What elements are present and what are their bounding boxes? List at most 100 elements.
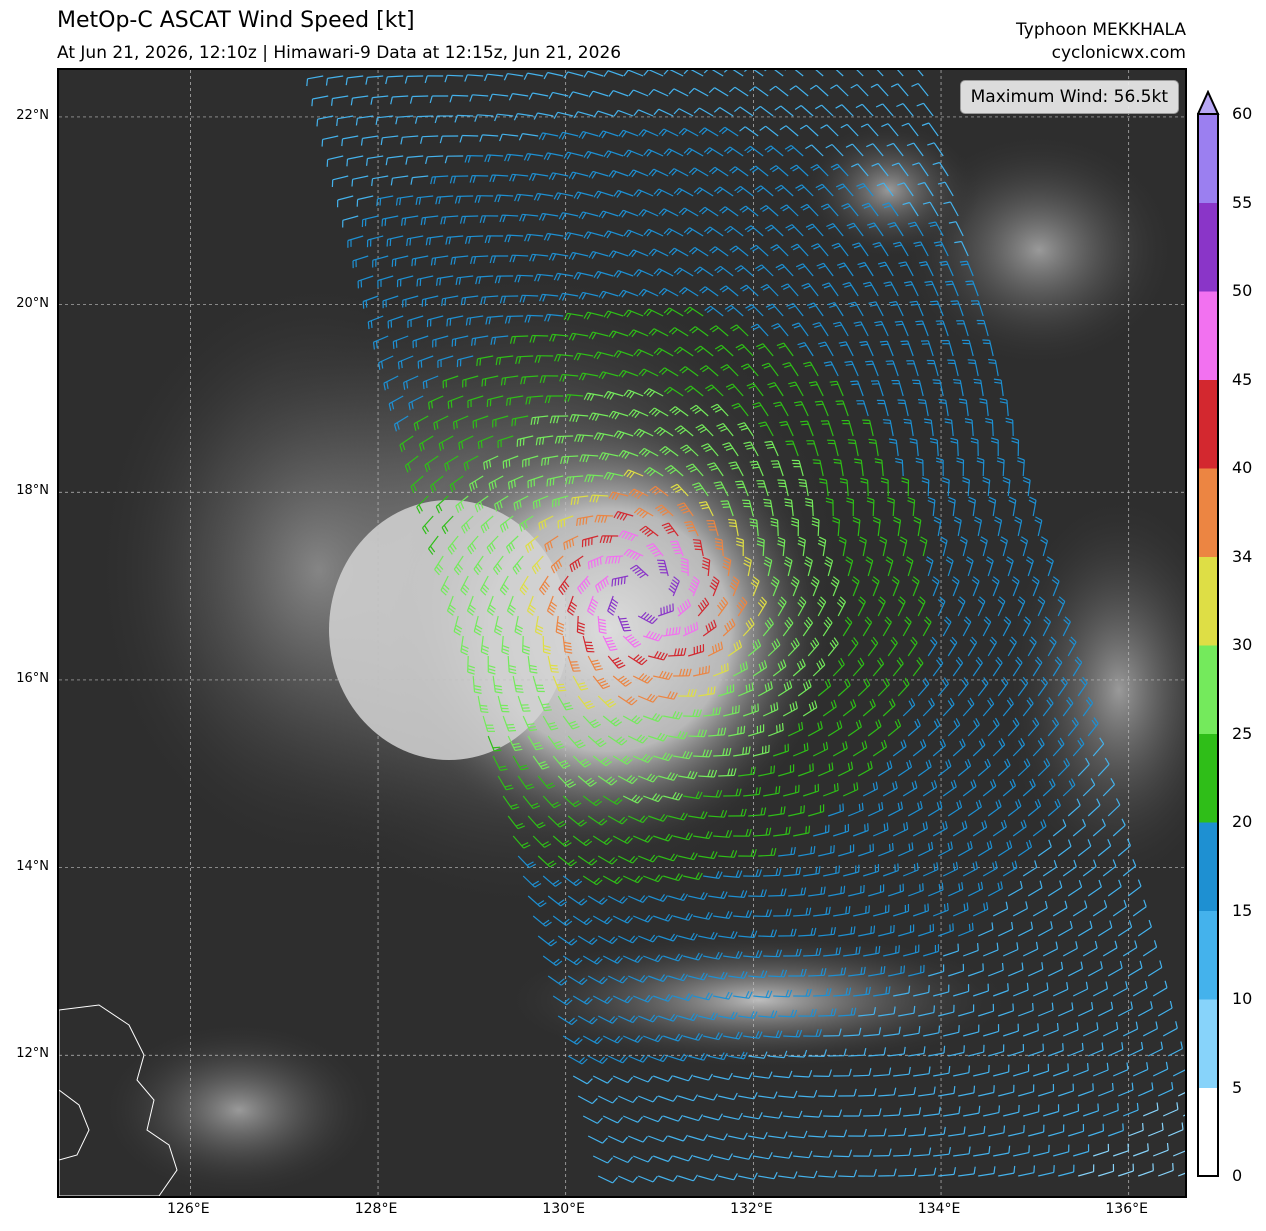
- wind-barb: [653, 426, 674, 437]
- wind-barb: [708, 809, 728, 818]
- wind-barb: [519, 213, 539, 222]
- wind-barb: [484, 235, 504, 244]
- wind-barb: [922, 201, 939, 217]
- wind-barb: [1113, 1143, 1129, 1157]
- wind-barb: [613, 350, 634, 359]
- wind-barb: [842, 699, 857, 717]
- wind-barb: [733, 990, 753, 999]
- wind-barb: [602, 1035, 623, 1044]
- colorbar-segment: [1198, 379, 1218, 469]
- wind-barb: [633, 428, 654, 438]
- wind-barb: [937, 596, 946, 617]
- wind-barb: [811, 243, 829, 257]
- wind-barb: [424, 75, 444, 84]
- wind-barb: [1047, 880, 1063, 897]
- wind-barb: [497, 775, 514, 791]
- wind-barb: [882, 419, 894, 437]
- coastline: [59, 1004, 178, 1196]
- wind-barb: [858, 1169, 877, 1177]
- wind-barb: [923, 944, 940, 957]
- wind-barb: [438, 435, 454, 451]
- wind-barb: [637, 1095, 658, 1103]
- wind-barb: [336, 115, 354, 126]
- wind-barb: [705, 384, 724, 397]
- wind-barb: [612, 915, 633, 924]
- wind-barb: [426, 315, 444, 328]
- wind-barb: [562, 715, 580, 730]
- wind-barb: [822, 782, 839, 797]
- wind-barb: [828, 967, 847, 977]
- wind-barb: [793, 907, 812, 917]
- wind-barb: [628, 249, 649, 258]
- wind-barb: [573, 111, 594, 119]
- wind-barb: [355, 115, 374, 126]
- wind-barb: [712, 663, 729, 677]
- wind-barb: [371, 175, 389, 187]
- wind-barb: [409, 95, 429, 104]
- wind-barb: [798, 1089, 818, 1098]
- wind-barb: [678, 932, 698, 941]
- wind-barb: [683, 147, 704, 157]
- wind-barb: [638, 447, 659, 458]
- lat-tick-label: 16°N: [16, 670, 49, 686]
- wind-barb: [944, 418, 954, 437]
- wind-barb: [718, 849, 738, 858]
- wind-barb: [538, 132, 559, 141]
- wind-barb: [915, 320, 929, 337]
- wind-barb: [928, 1126, 946, 1137]
- wind-barb: [637, 1014, 658, 1023]
- wind-barb: [729, 166, 749, 177]
- wind-barb: [617, 1175, 638, 1183]
- wind-barb: [922, 697, 935, 717]
- wind-barb: [603, 70, 624, 78]
- wind-barb: [868, 438, 879, 457]
- wind-barb: [325, 75, 344, 86]
- wind-barb: [853, 321, 869, 337]
- wind-barb: [868, 301, 884, 317]
- wind-barb: [486, 535, 499, 555]
- wind-barb: [788, 805, 805, 817]
- wind-barb: [524, 233, 544, 242]
- wind-barb: [592, 675, 611, 690]
- wind-barb: [663, 148, 684, 157]
- wind-barb: [663, 711, 683, 720]
- wind-barb: [433, 415, 449, 431]
- wind-barb: [584, 474, 604, 483]
- wind-barb: [997, 921, 1014, 937]
- wind-barb: [765, 303, 784, 317]
- wind-barb: [1062, 697, 1074, 717]
- wind-barb: [848, 966, 866, 977]
- wind-barb: [475, 275, 494, 285]
- wind-barb: [999, 536, 1008, 557]
- colorbar-tick-label: 20: [1232, 812, 1253, 831]
- wind-barb: [891, 576, 900, 597]
- wind-barb: [486, 395, 504, 408]
- wind-barb: [658, 772, 679, 781]
- wind-barb: [565, 475, 584, 485]
- wind-barb: [828, 1129, 848, 1138]
- wind-barb: [962, 861, 978, 877]
- wind-barb: [597, 1015, 618, 1024]
- wind-barb: [818, 926, 836, 937]
- wind-barb: [968, 496, 976, 517]
- wind-barb: [673, 267, 694, 277]
- wind-barb: [539, 293, 559, 302]
- wind-barb: [643, 228, 664, 237]
- wind-barb: [991, 576, 1000, 597]
- wind-barb: [1157, 1163, 1174, 1177]
- wind-barb: [588, 170, 609, 179]
- wind-barb: [648, 88, 669, 97]
- lat-lon-grid: [59, 70, 1185, 1196]
- wind-barb: [818, 341, 834, 357]
- wind-barb: [682, 621, 699, 637]
- wind-barb: [942, 779, 957, 797]
- wind-barb: [943, 1106, 961, 1117]
- wind-barb: [843, 864, 860, 877]
- wind-barb: [517, 775, 535, 790]
- wind-barb: [516, 435, 534, 447]
- wind-barb: [897, 399, 909, 417]
- wind-barb: [532, 835, 552, 848]
- wind-barb: [782, 701, 798, 717]
- wind-barb: [1047, 1043, 1064, 1057]
- wind-barb: [855, 103, 874, 117]
